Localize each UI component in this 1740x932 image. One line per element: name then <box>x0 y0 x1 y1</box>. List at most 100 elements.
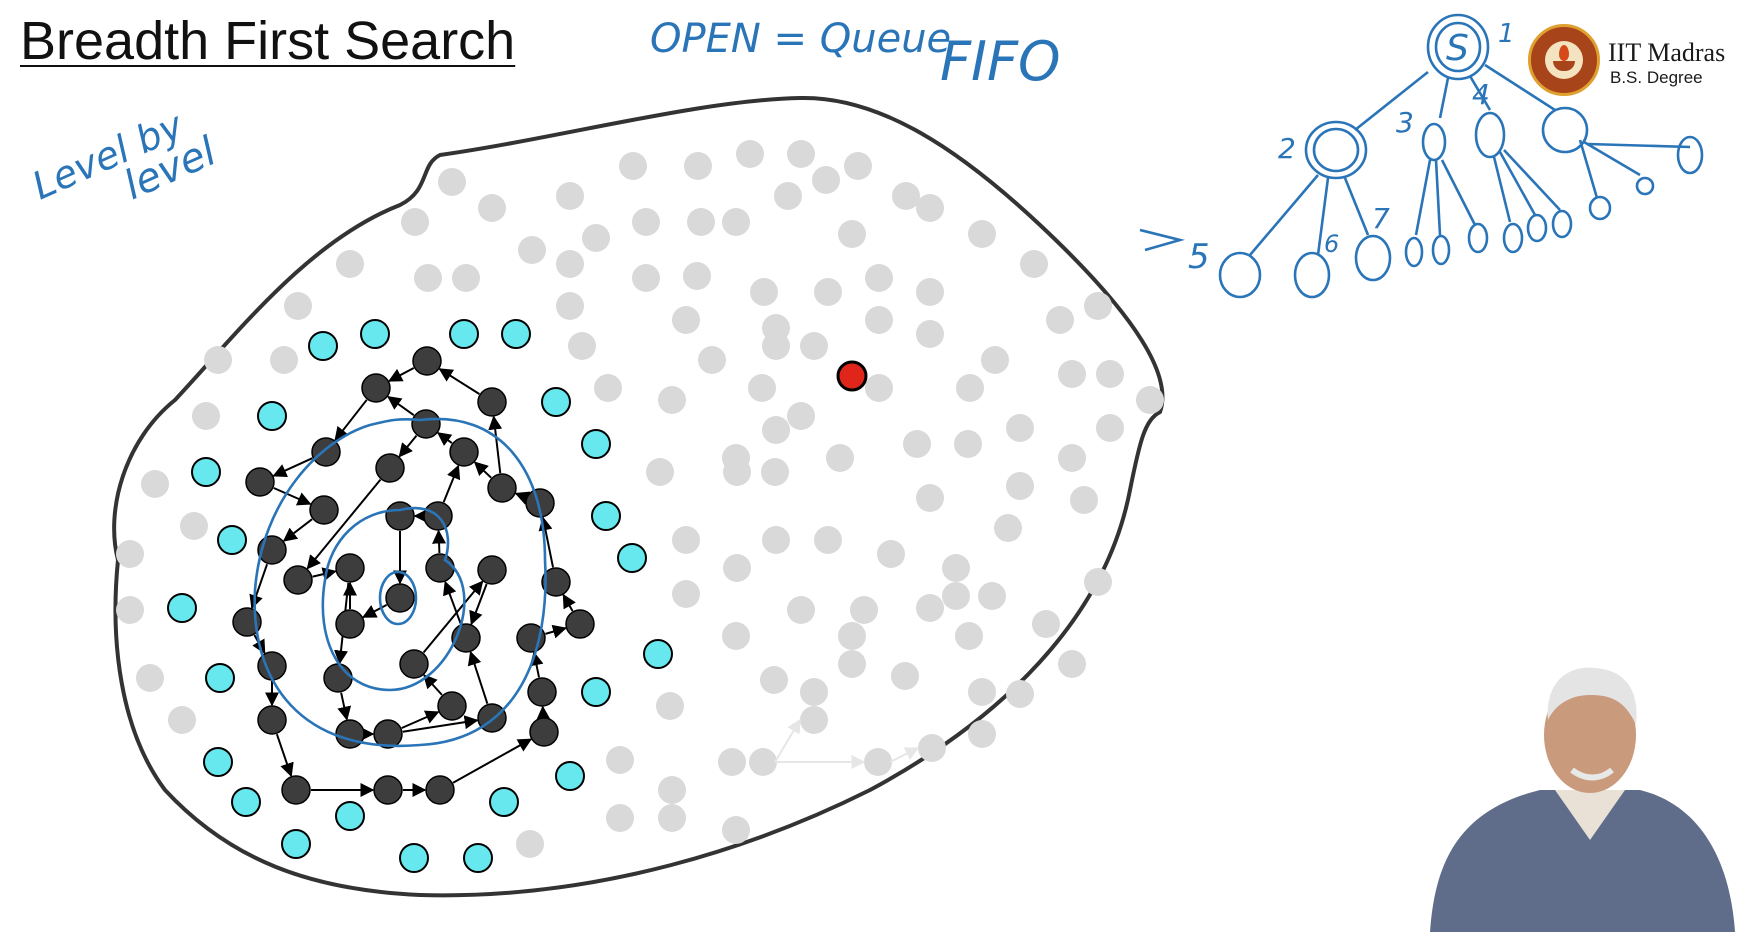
open-node <box>231 787 261 817</box>
closed-node <box>335 719 365 749</box>
closed-node <box>449 437 479 467</box>
unexplored-node <box>968 720 996 748</box>
search-edge <box>443 580 462 625</box>
search-edge <box>282 518 313 542</box>
unexplored-node <box>838 220 866 248</box>
unexplored-node <box>687 208 715 236</box>
open-node <box>581 429 611 459</box>
unexplored-node <box>284 292 312 320</box>
closed-node <box>529 717 559 747</box>
unexplored-node <box>844 152 872 180</box>
tree-label-2: 2 <box>1278 132 1296 165</box>
unexplored-node <box>518 236 546 264</box>
unexplored-node <box>968 220 996 248</box>
open-node <box>335 801 365 831</box>
tree-label-6: 6 <box>1324 230 1339 258</box>
search-edge <box>306 478 382 570</box>
unexplored-node <box>556 292 584 320</box>
search-edge <box>388 367 415 382</box>
unexplored-node <box>594 374 622 402</box>
search-edge <box>272 457 313 477</box>
unexplored-node <box>787 402 815 430</box>
closed-node <box>541 567 571 597</box>
unexplored-node <box>800 706 828 734</box>
search-edge <box>545 624 567 639</box>
unexplored-node <box>838 622 866 650</box>
search-space-boundary <box>112 95 1165 898</box>
closed-node <box>373 775 403 805</box>
unexplored-node <box>180 512 208 540</box>
unexplored-node <box>994 514 1022 542</box>
search-edge <box>362 604 388 618</box>
search-edge <box>436 432 453 447</box>
tree-label-4: 4 <box>1472 78 1490 111</box>
unexplored-node <box>865 306 893 334</box>
unexplored-node <box>632 208 660 236</box>
open-node <box>541 387 571 417</box>
open-queue-note: OPEN = Queue <box>650 16 951 62</box>
search-edge <box>536 705 551 720</box>
unexplored-node <box>722 622 750 650</box>
unexplored-node <box>891 662 919 690</box>
closed-node <box>525 488 555 518</box>
unexplored-node <box>606 746 634 774</box>
closed-node <box>257 705 287 735</box>
unexplored-node <box>1084 568 1112 596</box>
tree-label-1: 1 <box>1498 19 1515 49</box>
closed-node <box>373 719 403 749</box>
open-node <box>167 593 197 623</box>
unexplored-node <box>656 692 684 720</box>
unexplored-node <box>968 678 996 706</box>
closed-node <box>399 649 429 679</box>
unexplored-node <box>954 430 982 458</box>
presenter-figure <box>1430 667 1735 932</box>
open-node <box>591 501 621 531</box>
faint-edge <box>889 747 920 763</box>
unexplored-node <box>812 166 840 194</box>
open-node <box>217 525 247 555</box>
tree-label-3: 3 <box>1396 106 1414 139</box>
open-nodes <box>167 319 673 873</box>
unexplored-node <box>684 152 712 180</box>
search-edge <box>473 461 492 479</box>
unexplored-node <box>168 706 196 734</box>
bfs-tree-sketch <box>1139 13 1704 299</box>
unexplored-node <box>1006 472 1034 500</box>
iit-madras-logo: IIT Madras B.S. Degree <box>1528 24 1740 100</box>
search-edge <box>273 487 312 506</box>
unexplored-node <box>1136 386 1164 414</box>
unexplored-node <box>136 664 164 692</box>
unexplored-node <box>632 264 660 292</box>
search-edge <box>337 692 352 721</box>
unexplored-node <box>956 374 984 402</box>
goal-node <box>836 360 868 392</box>
search-edge <box>334 399 368 442</box>
open-node <box>489 787 519 817</box>
unexplored-node <box>787 140 815 168</box>
unexplored-node <box>698 346 726 374</box>
unexplored-node <box>1096 360 1124 388</box>
unexplored-node <box>942 582 970 610</box>
unexplored-node <box>865 264 893 292</box>
open-node <box>308 331 338 361</box>
unexplored-node <box>750 278 778 306</box>
search-edge <box>387 395 415 417</box>
unexplored-node <box>556 182 584 210</box>
unexplored-node <box>401 208 429 236</box>
unexplored-node <box>774 182 802 210</box>
unexplored-node <box>1096 414 1124 442</box>
unexplored-node <box>826 444 854 472</box>
unexplored-node <box>619 152 647 180</box>
unexplored-node <box>672 526 700 554</box>
search-edge <box>469 583 488 626</box>
search-edge <box>562 593 576 612</box>
unexplored-node <box>1058 444 1086 472</box>
unexplored-node <box>270 346 298 374</box>
unexplored-node <box>478 194 506 222</box>
open-node <box>463 843 493 873</box>
unexplored-node <box>800 678 828 706</box>
unexplored-node <box>918 734 946 762</box>
unexplored-node <box>672 580 700 608</box>
unexplored-node <box>414 264 442 292</box>
